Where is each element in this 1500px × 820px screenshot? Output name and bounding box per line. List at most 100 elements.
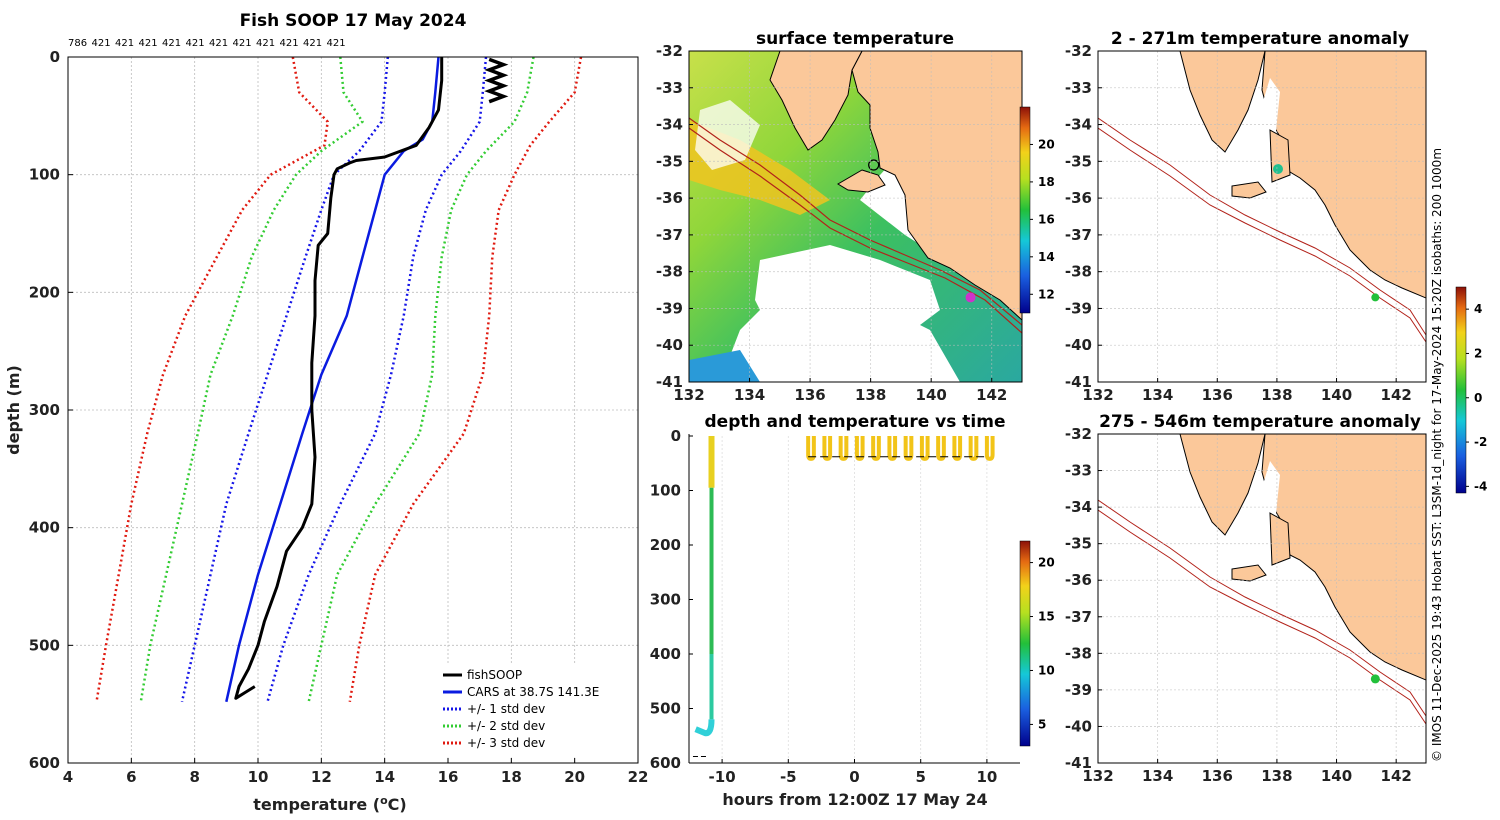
dive-trace [822, 436, 833, 461]
sst-colorbar-tick-label: 16 [1038, 212, 1055, 226]
anomaly-colorbar-tick-label: -2 [1474, 435, 1487, 449]
sst-y-tick-label: -36 [656, 189, 683, 207]
anomaly-deep-yorke [1269, 512, 1291, 566]
std2-line [139, 57, 364, 703]
top-count-labels: 786 421 421 421 421 421 421 421 421 421 421 421 [68, 38, 346, 49]
profile-x-tick-label: 6 [126, 768, 136, 786]
profile-x-tick-label: 16 [438, 768, 459, 786]
top-count-label: 421 [92, 38, 111, 49]
anomaly-shallow-map [1098, 51, 1426, 382]
top-count-label: 421 [139, 38, 158, 49]
anomaly-deep-axes-box [1097, 433, 1427, 764]
top-count-label: 421 [327, 38, 346, 49]
profile-panel: Fish SOOP 17 May 2024 786 421 421 421 421 421… [4, 11, 648, 814]
std1-line [266, 57, 488, 703]
anomaly-shallow-panel: 2 - 271m temperature anomaly 132 134 136 13… [1065, 29, 1487, 493]
fishsoop-surface-cluster [484, 57, 509, 104]
top-count-label: 421 [256, 38, 275, 49]
anomaly-deep-kangaroo-island [1231, 564, 1267, 582]
anomaly-shallow-title: 2 - 271m temperature anomaly [1111, 29, 1409, 49]
sst-kangaroo-island [837, 169, 886, 193]
profile-y-tick-label: 100 [29, 166, 60, 184]
anomaly-shallow-y-tick-label: -41 [1065, 373, 1092, 391]
profile-y-tick-label: 300 [29, 401, 60, 419]
anomaly-shallow-position-marker [1371, 293, 1380, 302]
time-title: depth and temperature vs time [705, 412, 1006, 432]
anomaly-deep-y-tick-label: -41 [1065, 754, 1092, 772]
anomaly-deep-y-ticks: -32 -33 -34 -35 -36 -37 -38 -39 -40 -41 [1065, 425, 1102, 772]
sst-y-tick-label: -34 [656, 116, 683, 134]
anomaly-deep-x-tick-label: 142 [1381, 767, 1412, 785]
anomaly-deep-x-tick-label: 138 [1261, 767, 1292, 785]
anomaly-deep-map [1098, 434, 1426, 763]
time-grid [721, 436, 988, 763]
top-count-label: 786 [68, 38, 87, 49]
time-x-label: hours from 12:00Z 17 May 24 [722, 790, 987, 809]
anomaly-deep-y-tick-label: -40 [1065, 717, 1092, 735]
sst-colorbar-ticks: 12 14 16 18 20 [1030, 137, 1055, 301]
anomaly-deep-eyre [1179, 434, 1266, 536]
anomaly-deep-mainland [1261, 434, 1426, 681]
time-y-tick-label: 0 [671, 427, 681, 445]
sst-cloud-gap [755, 245, 940, 350]
time-x-tick-label: 5 [915, 768, 925, 786]
profile-x-tick-label: 14 [374, 768, 395, 786]
anomaly-deep-isobath-1000 [1098, 509, 1426, 725]
time-colorbar-ticks: 5 10 15 20 [1030, 556, 1055, 731]
time-data [692, 436, 995, 757]
profile-x-tick-label: 22 [628, 768, 649, 786]
time-colorbar [1019, 540, 1031, 747]
anomaly-shallow-x-tick-label: 134 [1142, 386, 1173, 404]
sst-y-tick-label: -37 [656, 226, 683, 244]
anomaly-shallow-y-tick-label: -40 [1065, 336, 1092, 354]
legend-std2: +/- 2 std dev [467, 719, 545, 733]
anomaly-colorbar-tick-label: 2 [1474, 346, 1482, 360]
dive-trace [936, 436, 946, 461]
profile-x-tick-label: 4 [63, 768, 73, 786]
anomaly-shallow-mainland [1261, 51, 1426, 299]
anomaly-deep-y-tick-label: -37 [1065, 608, 1092, 626]
sst-x-tick-label: 138 [855, 386, 886, 404]
time-y-tick-label: 600 [650, 754, 681, 772]
profile-x-ticks: 4 6 8 10 12 14 16 18 20 22 [63, 758, 649, 786]
dive-trace [854, 436, 865, 461]
time-x-tick-label: -5 [780, 768, 797, 786]
sst-ring-marker [868, 159, 880, 171]
time-x-tick-label: 0 [849, 768, 859, 786]
profile-y-label: depth (m) [4, 365, 23, 455]
top-count-label: 421 [162, 38, 181, 49]
time-y-ticks: 0 100 200 300 400 500 600 [650, 427, 693, 772]
time-colorbar-tick-label: 20 [1038, 556, 1055, 570]
anomaly-shallow-y-ticks: -32 -33 -34 -35 -36 -37 -38 -39 -40 -41 [1065, 42, 1102, 391]
sst-x-tick-label: 132 [673, 386, 704, 404]
time-y-tick-label: 100 [650, 482, 681, 500]
profile-lines [95, 57, 583, 703]
anomaly-colorbar-tick-label: -4 [1474, 479, 1487, 493]
anomaly-shallow-x-tick-label: 138 [1261, 386, 1292, 404]
sst-y-tick-label: -32 [656, 42, 683, 60]
anomaly-shallow-cast-marker [1273, 164, 1283, 174]
dive-trace [919, 436, 930, 461]
profile-title: Fish SOOP 17 May 2024 [240, 11, 467, 31]
sst-colorbar-tick-label: 18 [1038, 175, 1055, 189]
profile-y-ticks: 0 100 200 300 400 500 600 [29, 48, 73, 772]
legend-std1: +/- 1 std dev [467, 702, 545, 716]
time-x-ticks: -10 -5 0 5 10 [709, 759, 997, 786]
sst-title: surface temperature [756, 29, 954, 49]
dive-trace [952, 436, 963, 461]
anomaly-colorbar-ticks: -4 -2 0 2 4 [1466, 302, 1487, 493]
profile-y-tick-label: 500 [29, 636, 60, 654]
std2-line [307, 57, 535, 703]
std1-line [180, 57, 390, 703]
sst-x-tick-label: 136 [794, 386, 825, 404]
anomaly-shallow-isobath-1000 [1098, 127, 1426, 343]
anomaly-shallow-y-tick-label: -35 [1065, 152, 1092, 170]
top-count-label: 421 [280, 38, 299, 49]
time-colorbar-tick-label: 5 [1038, 717, 1046, 731]
anomaly-deep-y-tick-label: -39 [1065, 681, 1092, 699]
anomaly-deep-y-tick-label: -33 [1065, 462, 1092, 480]
sst-colorbar [1019, 106, 1031, 314]
dive-trace [984, 436, 995, 461]
anomaly-shallow-y-tick-label: -37 [1065, 226, 1092, 244]
